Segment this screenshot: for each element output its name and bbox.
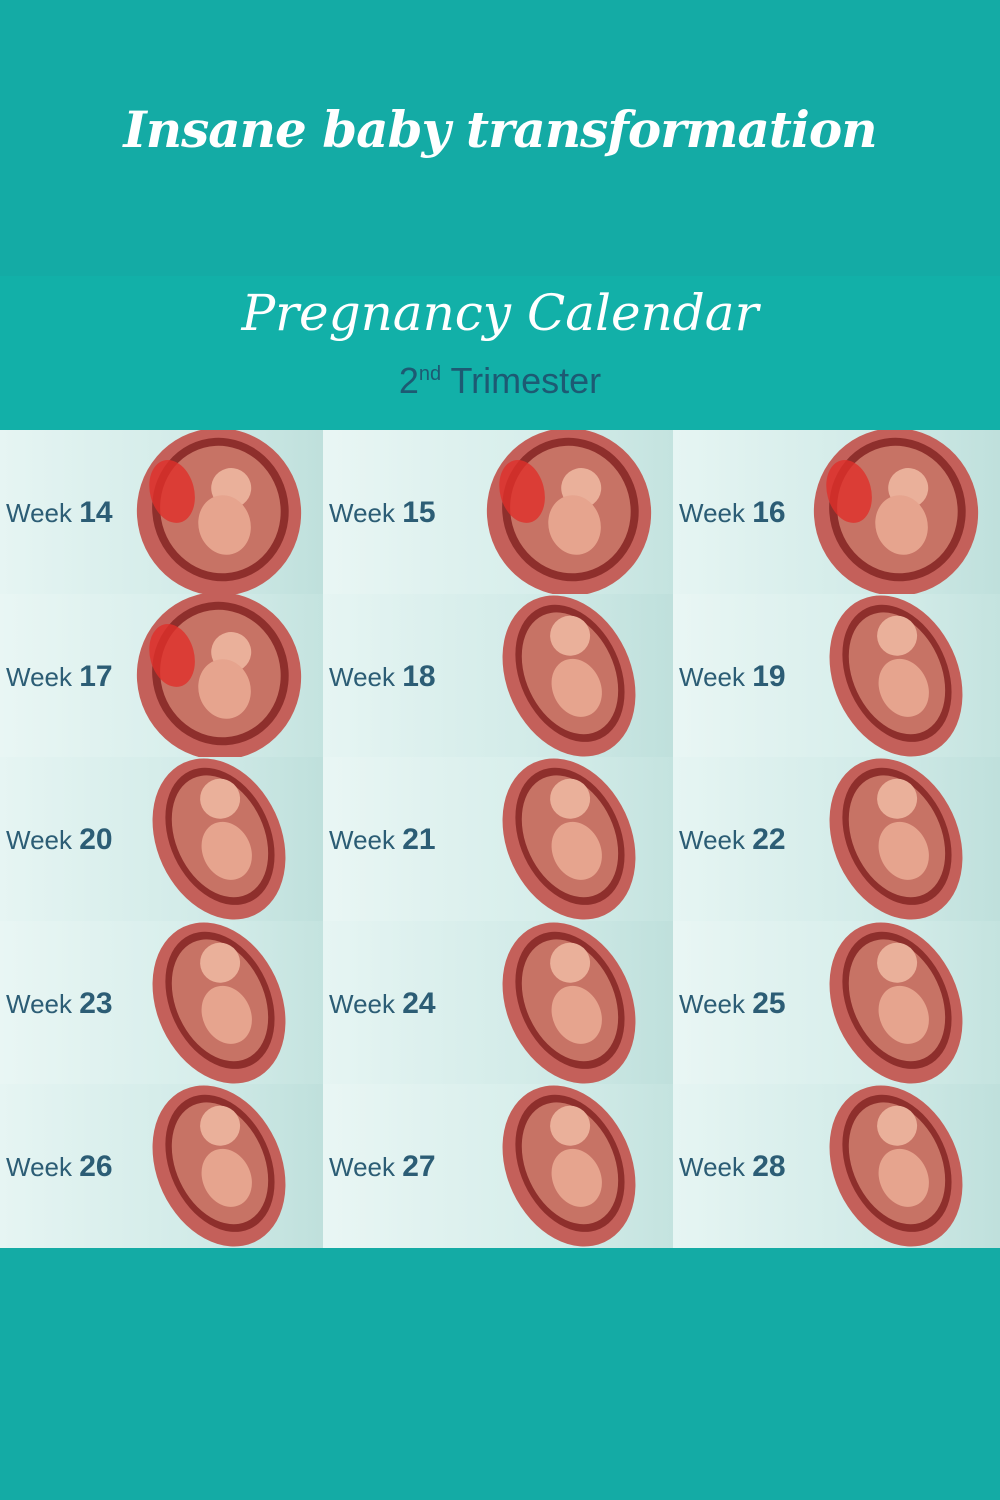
week-label: Week 28 bbox=[679, 1150, 786, 1184]
trimester-label: Trimester bbox=[450, 360, 602, 401]
fetus-illustration bbox=[152, 1085, 286, 1247]
fetus-illustration bbox=[502, 595, 636, 757]
fetus-illustration bbox=[502, 758, 636, 920]
week-cell: Week 25 bbox=[673, 920, 1000, 1085]
fetus-illustration bbox=[829, 1085, 963, 1247]
week-label: Week 25 bbox=[679, 986, 786, 1020]
week-label: Week 26 bbox=[6, 1150, 113, 1184]
fetus-illustration bbox=[152, 922, 286, 1084]
week-label: Week 24 bbox=[329, 986, 436, 1020]
week-cell: Week 28 bbox=[673, 1084, 1000, 1248]
week-cell: Week 23 bbox=[0, 920, 323, 1085]
week-label: Week 16 bbox=[679, 496, 786, 529]
trimester-suffix: nd bbox=[418, 363, 442, 385]
week-label: Week 27 bbox=[329, 1150, 436, 1184]
week-label: Week 21 bbox=[329, 823, 436, 857]
week-label: Week 23 bbox=[6, 986, 113, 1020]
fetus-illustration bbox=[502, 922, 636, 1084]
calendar-banner: Pregnancy Calendar 2nd Trimester bbox=[0, 276, 1000, 430]
fetus-illustration bbox=[502, 1085, 636, 1247]
week-cell: Week 14 bbox=[0, 430, 323, 594]
week-label: Week 14 bbox=[6, 496, 113, 529]
fetus-illustration bbox=[829, 758, 963, 920]
week-cell: Week 24 bbox=[323, 920, 673, 1085]
trimester-ordinal: 2 bbox=[398, 360, 419, 401]
week-cell: Week 16 bbox=[673, 430, 1000, 594]
week-cell: Week 27 bbox=[323, 1084, 673, 1248]
week-cell: Week 19 bbox=[673, 593, 1000, 758]
week-label: Week 20 bbox=[6, 823, 113, 857]
week-label: Week 22 bbox=[679, 823, 786, 857]
calendar-title: Pregnancy Calendar bbox=[241, 284, 759, 342]
week-cell: Week 26 bbox=[0, 1084, 323, 1248]
fetus-illustration bbox=[486, 430, 652, 594]
week-label: Week 18 bbox=[329, 659, 436, 693]
week-label: Week 17 bbox=[6, 659, 113, 693]
fetus-illustration bbox=[136, 593, 302, 758]
week-cell: Week 17 bbox=[0, 593, 323, 758]
fetus-illustration bbox=[813, 430, 979, 594]
week-label: Week 19 bbox=[679, 659, 786, 693]
week-cell: Week 21 bbox=[323, 757, 673, 921]
week-cell: Week 15 bbox=[323, 430, 673, 594]
week-grid: Week 14 Week 15 Week 16 Week bbox=[0, 430, 1000, 1248]
week-cell: Week 20 bbox=[0, 757, 323, 921]
week-label: Week 15 bbox=[329, 496, 436, 529]
fetus-illustration bbox=[152, 758, 286, 920]
fetus-illustration bbox=[136, 430, 302, 594]
headline: Insane baby transformation bbox=[123, 100, 877, 159]
trimester-heading: 2nd Trimester bbox=[0, 360, 1000, 402]
week-cell: Week 18 bbox=[323, 593, 673, 758]
week-cell: Week 22 bbox=[673, 757, 1000, 921]
fetus-illustration bbox=[829, 595, 963, 757]
fetus-illustration bbox=[829, 922, 963, 1084]
